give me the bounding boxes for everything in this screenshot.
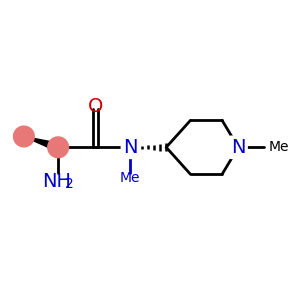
Text: O: O <box>88 97 103 116</box>
Text: N: N <box>231 138 245 157</box>
Text: N: N <box>123 138 137 157</box>
Text: Me: Me <box>269 140 290 154</box>
Circle shape <box>48 137 68 158</box>
Text: Me: Me <box>120 171 140 185</box>
Polygon shape <box>24 136 59 151</box>
Text: 2: 2 <box>65 177 74 191</box>
Circle shape <box>14 126 34 147</box>
Text: NH: NH <box>42 172 71 191</box>
